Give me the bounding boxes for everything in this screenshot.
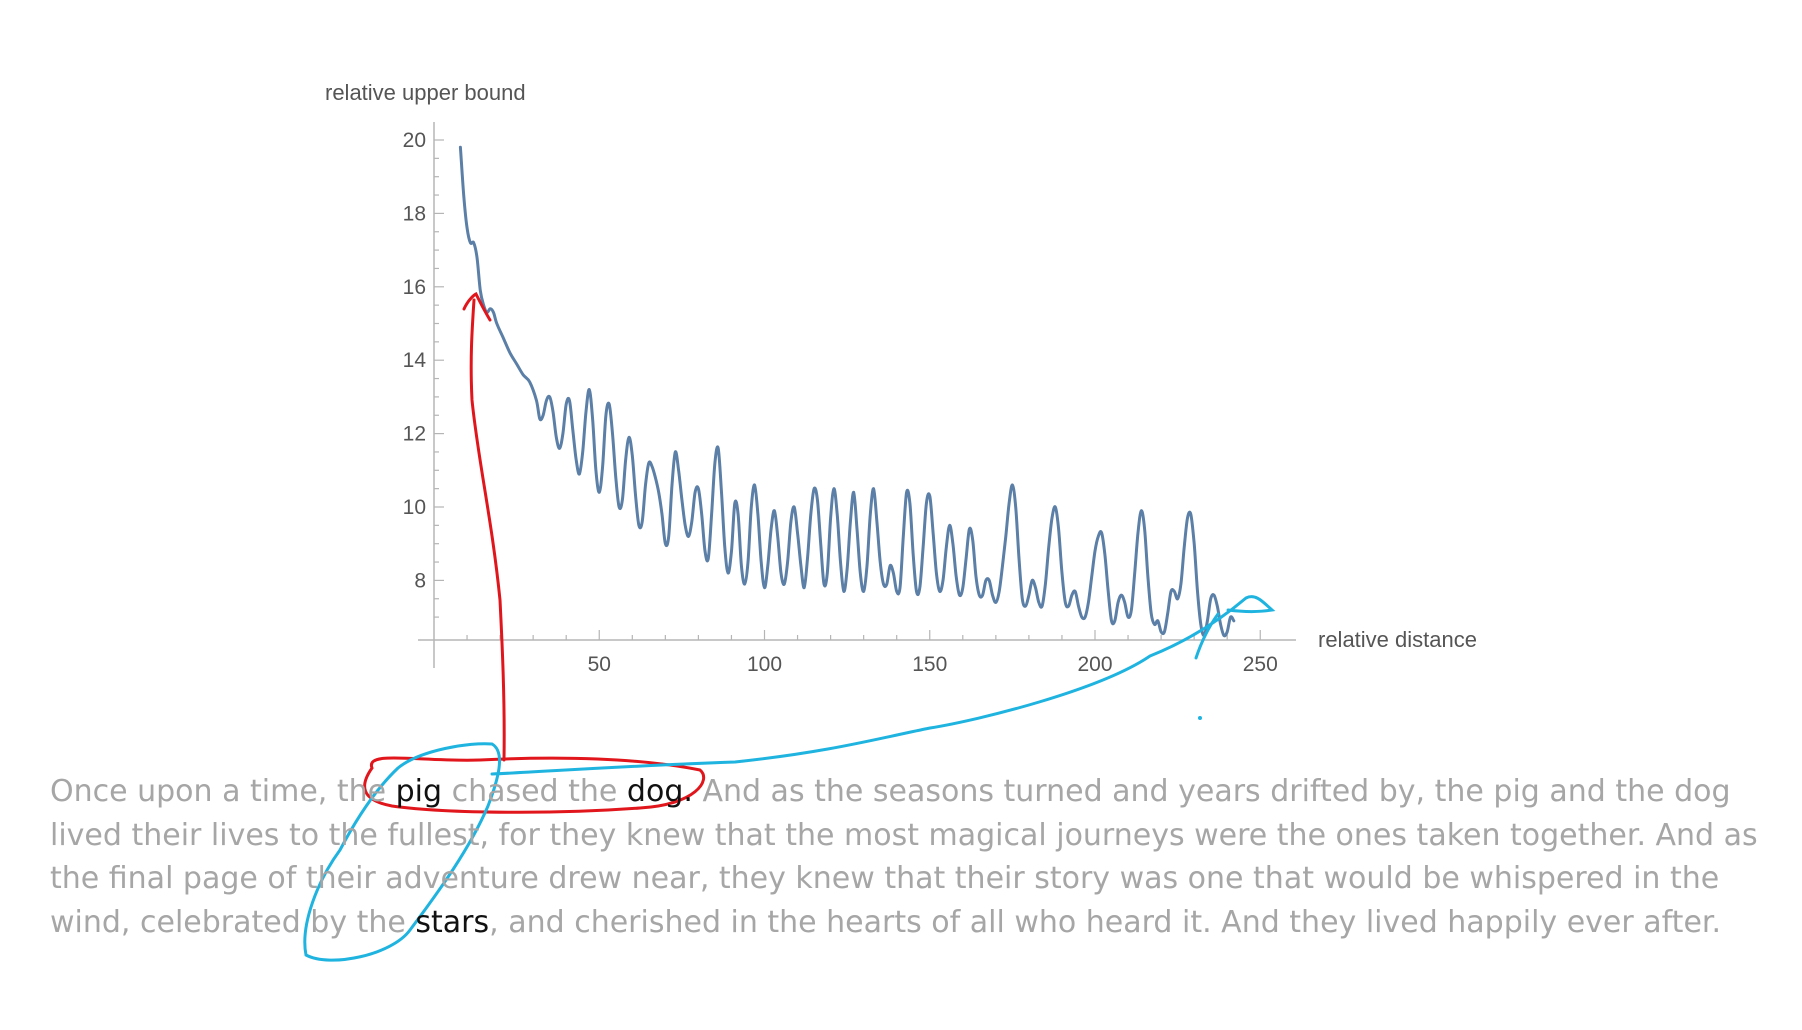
x-tick-label: 150	[912, 653, 947, 676]
blue-arrow-line	[490, 595, 1276, 776]
blue-arrow-tail	[1194, 612, 1220, 660]
story-word-stars: stars	[415, 904, 490, 940]
red-arrow-line	[469, 298, 506, 762]
chart-labels: 50 100 150 200 250 8 10 12 14 16 18 20 relative uppe…	[325, 80, 1477, 676]
story-word-pig: pig	[395, 774, 443, 809]
y-tick-label: 10	[403, 496, 426, 519]
story-mid-1: chased the	[442, 774, 627, 809]
story-end: , and cherished in the hearts of all who…	[489, 904, 1722, 940]
red-arrowhead	[462, 291, 492, 322]
chart-ticks	[434, 139, 1261, 640]
y-tick-label: 12	[403, 423, 426, 446]
blue-loop	[303, 742, 501, 962]
x-tick-label: 200	[1077, 653, 1112, 676]
x-tick-label: 50	[588, 653, 611, 676]
story-paragraph: Once upon a time, the pig chased the dog…	[50, 770, 1790, 944]
red-ellipse	[363, 756, 706, 814]
y-tick-label: 20	[403, 129, 426, 152]
y-tick-label: 18	[403, 202, 426, 225]
x-tick-label: 250	[1243, 653, 1278, 676]
y-axis-title: relative upper bound	[325, 80, 526, 105]
series-layer	[458, 145, 1236, 638]
story-mid-2: And as the seasons turned and years drif…	[50, 774, 1758, 940]
blue-dot	[1198, 716, 1202, 720]
story-word-dog: dog.	[626, 774, 693, 809]
hand-annotations	[303, 291, 1276, 962]
y-tick-label: 14	[403, 349, 427, 372]
x-axis-title: relative distance	[1318, 627, 1477, 652]
story-before-pig: Once upon a time, the	[50, 774, 396, 809]
series-line-0	[458, 145, 1236, 638]
y-tick-label: 8	[414, 569, 426, 592]
x-tick-label: 100	[747, 653, 782, 676]
y-tick-label: 16	[403, 276, 426, 299]
